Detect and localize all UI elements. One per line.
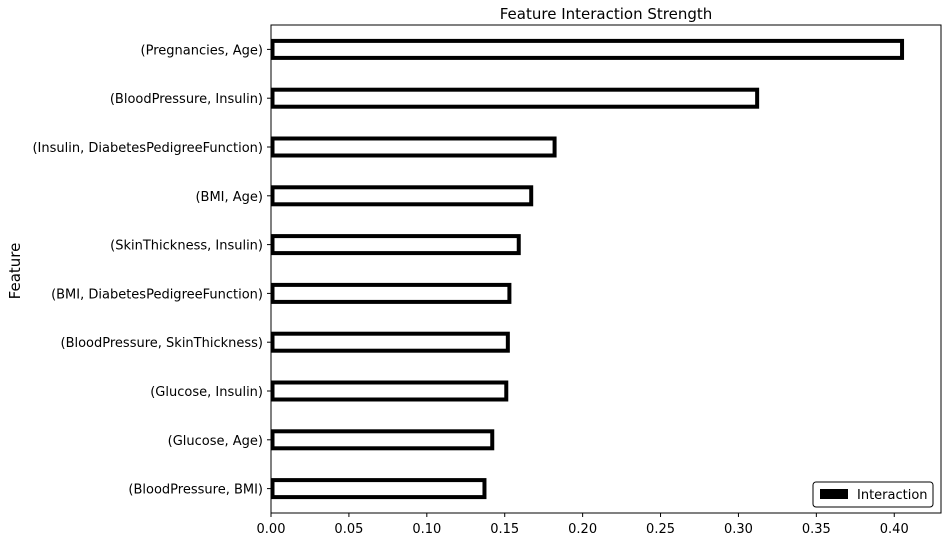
bar bbox=[270, 185, 534, 207]
x-tick-label: 0.00 bbox=[257, 522, 286, 537]
x-tick-label: 0.40 bbox=[880, 522, 909, 537]
y-tick-label: (BloodPressure, BMI) bbox=[128, 483, 263, 498]
plot-frame bbox=[270, 24, 942, 514]
bar bbox=[270, 429, 495, 451]
chart-title: Feature Interaction Strength bbox=[500, 5, 712, 23]
bar bbox=[270, 478, 487, 500]
x-tick-label: 0.35 bbox=[802, 522, 831, 537]
x-tick-label: 0.15 bbox=[490, 522, 519, 537]
x-tick-label: 0.10 bbox=[412, 522, 441, 537]
y-tick-label: (BMI, Age) bbox=[195, 190, 263, 205]
y-tick-label: (Glucose, Age) bbox=[168, 434, 263, 449]
legend-box bbox=[812, 481, 934, 508]
x-tick-labels: 0.00 0.05 0.10 0.15 0.20 0.25 0.30 0.35 0.40 bbox=[257, 513, 909, 537]
x-tick-label: 0.30 bbox=[724, 522, 753, 537]
legend-label: Interaction bbox=[857, 488, 928, 503]
y-tick-label: (SkinThickness, Insulin) bbox=[110, 239, 263, 254]
bar bbox=[270, 136, 557, 158]
x-tick-label: 0.25 bbox=[646, 522, 675, 537]
legend: Interaction bbox=[812, 481, 934, 508]
legend-swatch bbox=[820, 489, 848, 499]
bar bbox=[270, 87, 760, 109]
bar bbox=[270, 380, 509, 402]
bars-layer bbox=[270, 38, 905, 500]
bar bbox=[270, 38, 905, 60]
y-tick-label: (BloodPressure, Insulin) bbox=[110, 92, 263, 107]
bar bbox=[270, 331, 510, 353]
y-tick-label: (Insulin, DiabetesPedigreeFunction) bbox=[32, 141, 263, 156]
bar bbox=[270, 234, 521, 256]
x-tick-label: 0.20 bbox=[568, 522, 597, 537]
y-tick-label: (BMI, DiabetesPedigreeFunction) bbox=[51, 287, 263, 302]
y-tick-labels: (Pregnancies, Age) (BloodPressure, Insuli… bbox=[32, 43, 271, 498]
y-tick-label: (BloodPressure, SkinThickness) bbox=[61, 336, 264, 351]
y-axis-label: Feature bbox=[6, 243, 24, 300]
y-tick-label: (Pregnancies, Age) bbox=[141, 43, 263, 58]
bar bbox=[270, 282, 512, 304]
y-tick-label: (Glucose, Insulin) bbox=[150, 385, 263, 400]
x-tick-label: 0.05 bbox=[334, 522, 363, 537]
